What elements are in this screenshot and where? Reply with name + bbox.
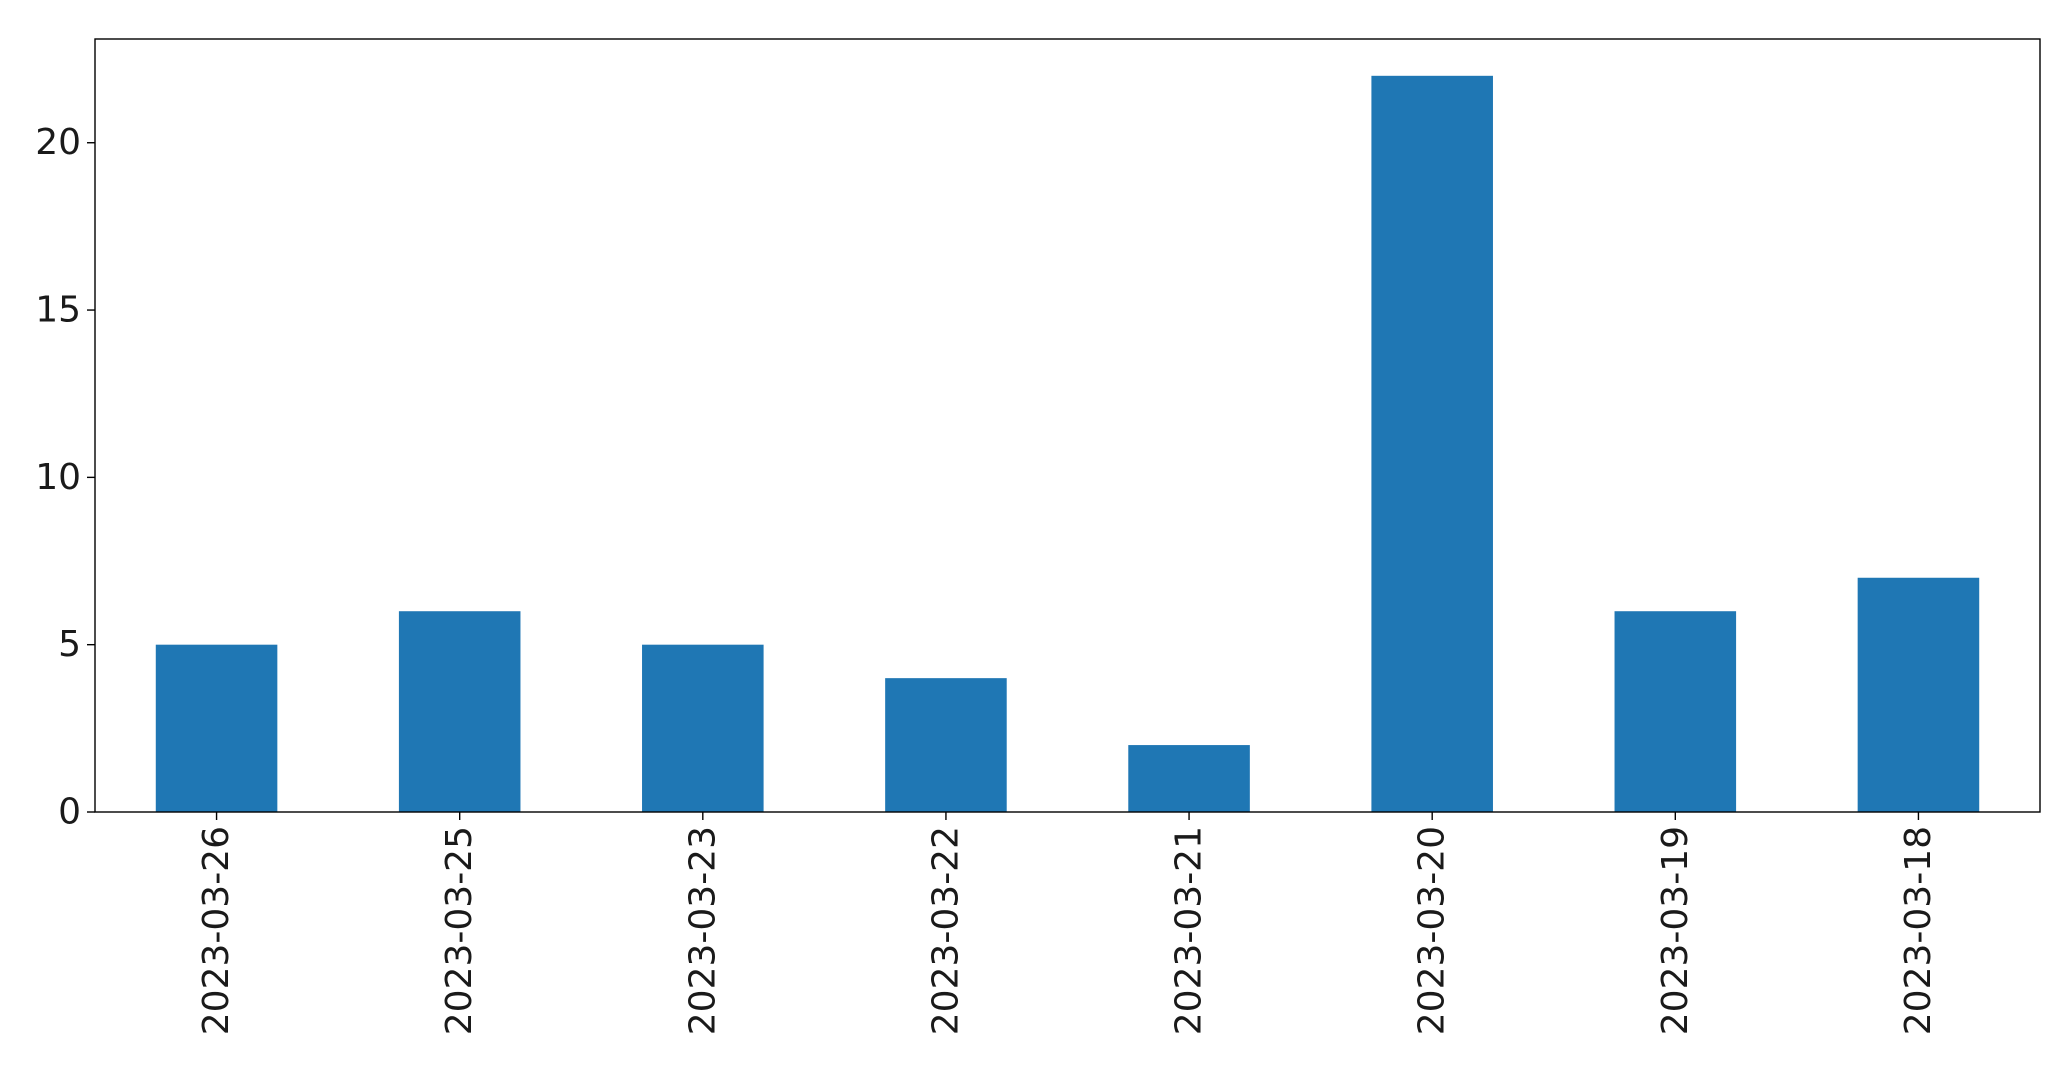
bar-2023-03-23 xyxy=(642,644,764,812)
x-tick-label: 2023-03-19 xyxy=(1655,826,1696,1035)
y-tick-label: 15 xyxy=(35,290,81,331)
bar-2023-03-22 xyxy=(885,678,1007,812)
plot-area-frame xyxy=(94,38,2041,813)
y-tick-label: 0 xyxy=(58,792,81,833)
x-tick-label: 2023-03-20 xyxy=(1412,826,1453,1035)
y-axis: 0 5 10 15 20 xyxy=(35,122,95,833)
x-tick-label: 2023-03-26 xyxy=(196,826,237,1035)
x-tick-label: 2023-03-25 xyxy=(439,826,480,1035)
bar-2023-03-26 xyxy=(155,644,278,812)
x-axis: 2023-03-26 2023-03-25 2023-03-23 2023-03-22… xyxy=(196,812,1939,1035)
bar-2023-03-25 xyxy=(398,611,521,812)
y-tick-label: 10 xyxy=(35,457,81,498)
bar-2023-03-21 xyxy=(1128,745,1250,812)
y-tick-label: 5 xyxy=(58,624,81,665)
bar-2023-03-19 xyxy=(1614,611,1737,812)
x-tick-label: 2023-03-18 xyxy=(1898,826,1939,1035)
x-tick-label: 2023-03-21 xyxy=(1169,826,1210,1035)
x-tick-label: 2023-03-23 xyxy=(682,826,723,1035)
bar-2023-03-18 xyxy=(1857,577,1980,812)
y-tick-label: 20 xyxy=(35,122,81,163)
bar-2023-03-20 xyxy=(1371,75,1493,813)
bars-layer xyxy=(155,75,1980,813)
x-tick-label: 2023-03-22 xyxy=(925,826,966,1035)
